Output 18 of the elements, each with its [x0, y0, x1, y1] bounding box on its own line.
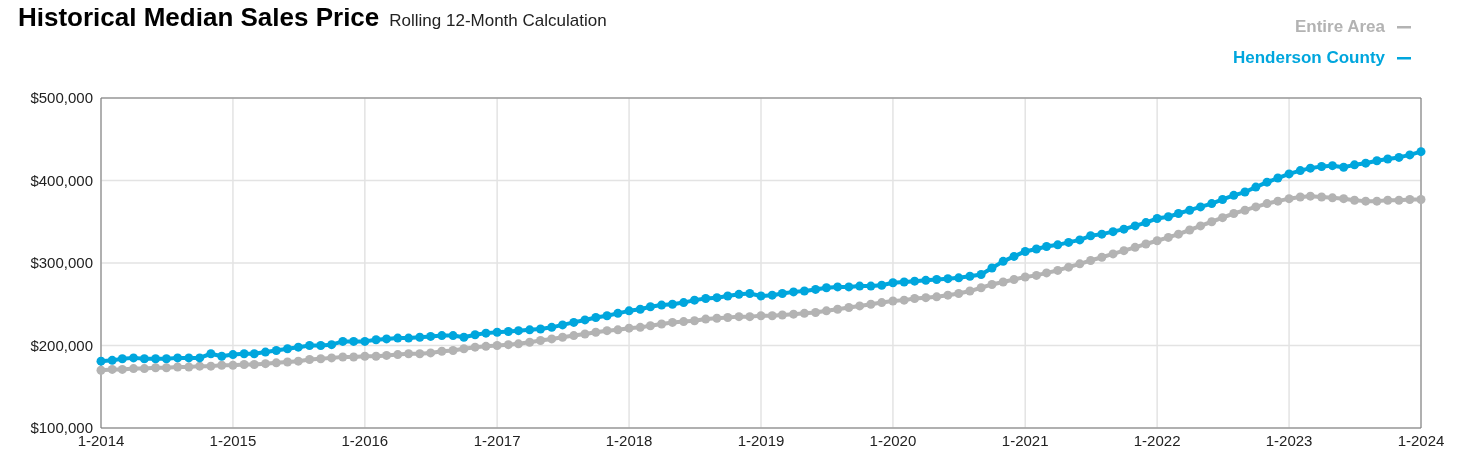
y-tick-label: $200,000	[30, 336, 93, 354]
x-tick-label: 1-2019	[737, 432, 785, 449]
x-tick-label: 1-2017	[473, 432, 521, 449]
x-tick-label: 1-2015	[209, 432, 257, 449]
chart-subtitle: Rolling 12-Month Calculation	[389, 11, 607, 30]
legend-label: Henderson County	[1232, 48, 1386, 67]
y-tick-label: $400,000	[30, 171, 93, 189]
x-tick-label: 1-2016	[341, 432, 389, 449]
y-tick-label: $500,000	[30, 89, 93, 107]
x-tick-label: 1-2018	[605, 432, 653, 449]
x-tick-label: 1-2023	[1265, 432, 1313, 449]
x-tick-label: 1-2020	[869, 432, 917, 449]
x-tick-label: 1-2022	[1133, 432, 1181, 449]
x-tick-label: 1-2024	[1397, 432, 1445, 449]
y-tick-label: $300,000	[30, 254, 93, 272]
chart-title: Historical Median Sales Price	[18, 2, 380, 32]
x-tick-label: 1-2021	[1001, 432, 1049, 449]
legend-label: Entire Area	[1294, 17, 1386, 36]
